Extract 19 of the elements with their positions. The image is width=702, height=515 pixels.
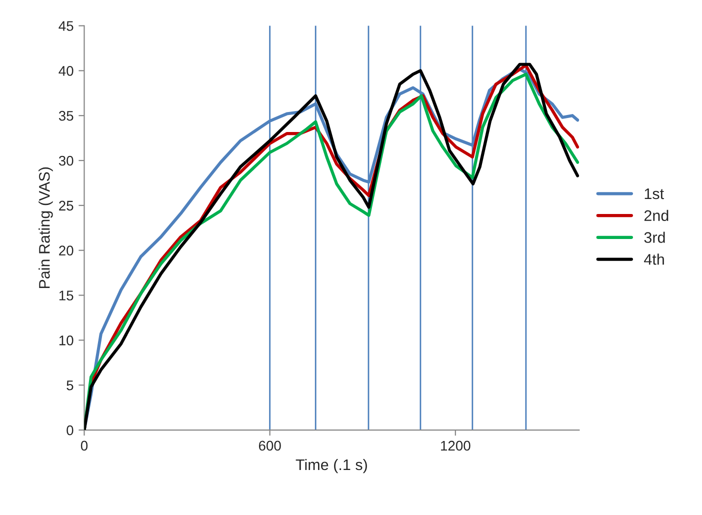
legend-label: 2nd [644, 210, 668, 222]
y-tick-label: 5 [66, 380, 74, 390]
y-tick-label: 10 [59, 336, 74, 346]
x-tick-label: 600 [258, 440, 281, 451]
legend-label: 3rd [644, 232, 665, 243]
legend-label: 4th [644, 254, 664, 265]
y-axis-title: Pain Rating (VAS) [38, 167, 53, 288]
y-tick-label: 45 [58, 21, 74, 31]
legend-label: 1st [644, 188, 664, 200]
y-tick-label: 25 [59, 200, 74, 211]
y-tick-label: 35 [58, 110, 74, 121]
x-tick-label: 1200 [441, 440, 470, 451]
y-tick-label: 0 [66, 425, 74, 436]
y-tick-label: 15 [59, 290, 74, 300]
x-tick-label: 0 [80, 440, 88, 451]
x-axis-title: Time (.1 s) [296, 458, 367, 474]
y-tick-label: 30 [58, 156, 74, 166]
y-tick-label: 20 [59, 246, 74, 256]
y-tick-label: 40 [58, 66, 74, 76]
